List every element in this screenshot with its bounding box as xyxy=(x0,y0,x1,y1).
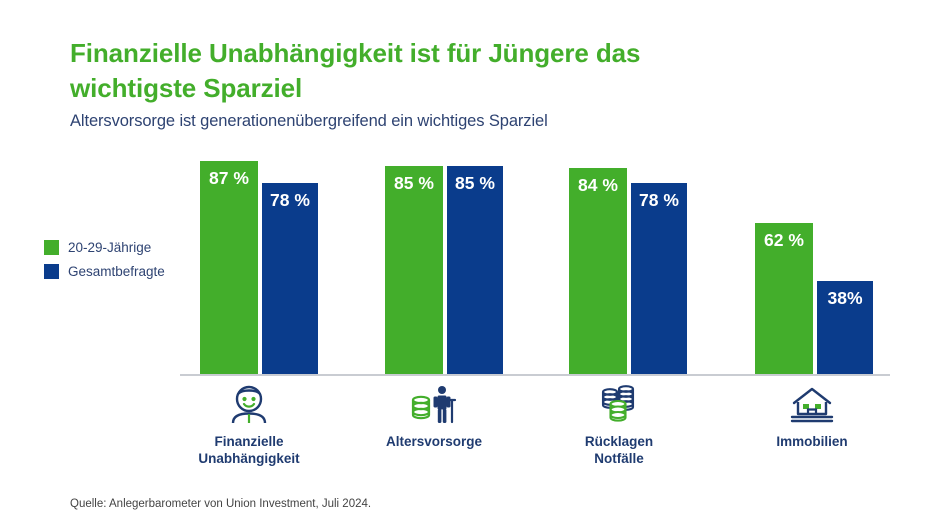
category-label: Finanzielle Unabhängigkeit xyxy=(198,434,300,467)
category-label: Immobilien xyxy=(776,434,848,449)
bar-value-label: 85 % xyxy=(455,173,495,193)
bar-value-label: 85 % xyxy=(394,173,434,193)
bar-value-label: 38% xyxy=(827,288,863,308)
legend-item-20-29-jaehrige: 20-29-Jährige xyxy=(44,240,165,255)
chart-plot-area: 87 % 78 % 85 % 85 % 84 % 78 % xyxy=(180,140,890,375)
chart-legend: 20-29-Jährige Gesamtbefragte xyxy=(44,240,165,288)
bar-20-29-jaehrige-ruecklagen-notfaelle: 84 % xyxy=(569,168,627,375)
bar-20-29-jaehrige-finanzielle-unabhaengigkeit: 87 % xyxy=(200,161,258,375)
bar-group-immobilien: 62 % 38% xyxy=(755,140,893,375)
bar-value-label: 62 % xyxy=(764,230,804,250)
bar-group-ruecklagen-notfaelle: 84 % 78 % xyxy=(569,140,707,375)
bar-gesamtbefragte-immobilien: 38% xyxy=(817,281,873,375)
legend-item-gesamtbefragte: Gesamtbefragte xyxy=(44,264,165,279)
coins-and-elderly-person-icon xyxy=(365,382,503,424)
category-finanzielle-unabhaengigkeit: Finanzielle Unabhängigkeit xyxy=(180,382,318,468)
legend-label-20-29-jaehrige: 20-29-Jährige xyxy=(68,240,152,255)
category-label: Altersvorsorge xyxy=(385,434,483,449)
bar-value-label: 78 % xyxy=(639,190,679,210)
category-altersvorsorge: Altersvorsorge xyxy=(365,382,503,450)
category-ruecklagen-notfaelle: Rücklagen Notfälle xyxy=(550,382,688,468)
coin-stacks-icon xyxy=(550,382,688,424)
source-note: Quelle: Anlegerbarometer von Union Inves… xyxy=(70,498,372,510)
bar-gesamtbefragte-altersvorsorge: 85 % xyxy=(447,166,503,375)
legend-label-gesamtbefragte: Gesamtbefragte xyxy=(68,264,165,279)
page-subtitle: Altersvorsorge ist generationenübergreif… xyxy=(70,112,548,130)
page-title: Finanzielle Unabhängigkeit ist für Jünge… xyxy=(70,38,641,103)
bar-value-label: 87 % xyxy=(209,168,249,188)
legend-swatch-blue xyxy=(44,264,59,279)
category-immobilien: Immobilien xyxy=(743,382,881,450)
legend-swatch-green xyxy=(44,240,59,255)
bar-gesamtbefragte-ruecklagen-notfaelle: 78 % xyxy=(631,183,687,375)
bar-20-29-jaehrige-altersvorsorge: 85 % xyxy=(385,166,443,375)
bar-group-finanzielle-unabhaengigkeit: 87 % 78 % xyxy=(200,140,338,375)
bar-20-29-jaehrige-immobilien: 62 % xyxy=(755,223,813,375)
house-icon xyxy=(743,382,881,424)
bar-value-label: 78 % xyxy=(270,190,310,210)
smiling-person-icon xyxy=(180,382,318,424)
chart-baseline-axis xyxy=(180,374,890,376)
category-label: Rücklagen Notfälle xyxy=(584,434,654,467)
bar-value-label: 84 % xyxy=(578,175,618,195)
bar-group-altersvorsorge: 85 % 85 % xyxy=(385,140,523,375)
bar-gesamtbefragte-finanzielle-unabhaengigkeit: 78 % xyxy=(262,183,318,375)
